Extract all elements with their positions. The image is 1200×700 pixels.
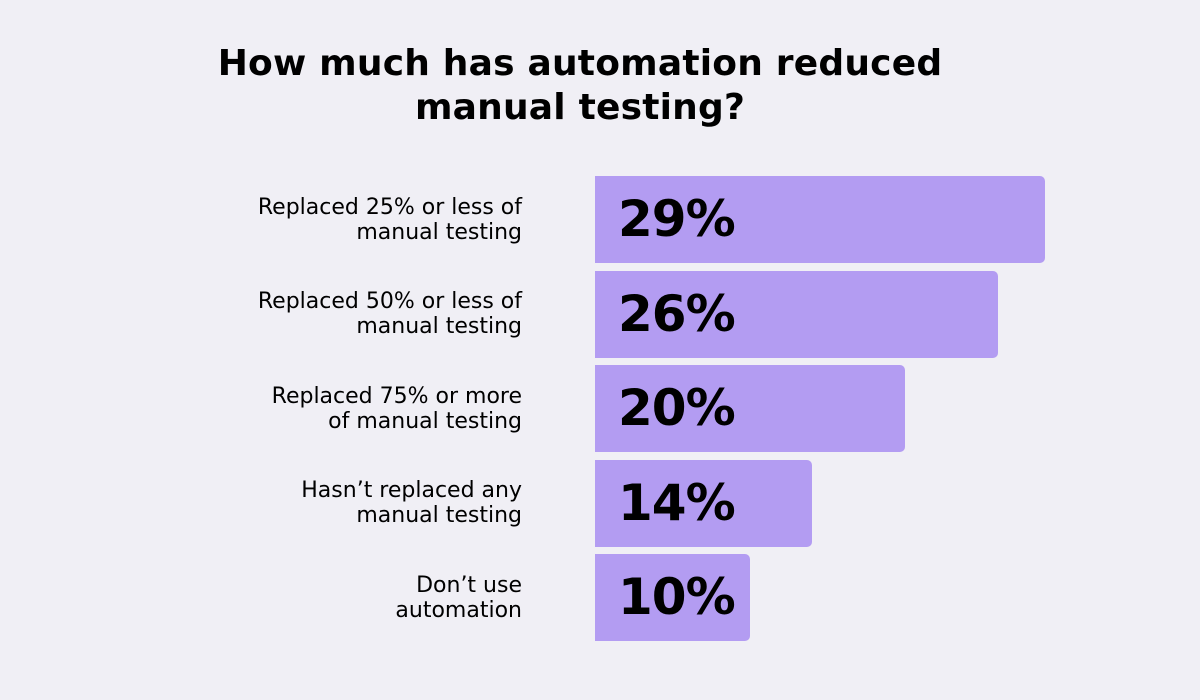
chart-title: How much has automation reduced manual t… bbox=[160, 42, 1000, 130]
bar-value-label: 20% bbox=[618, 379, 736, 437]
bar-value-label: 10% bbox=[618, 568, 736, 626]
bar bbox=[595, 176, 1045, 263]
category-label-line: manual testing bbox=[356, 219, 522, 245]
category-label: Replaced 75% or more of manual testing bbox=[142, 384, 522, 434]
category-label-line: manual testing bbox=[356, 314, 522, 339]
category-label-line: Don’t use bbox=[416, 572, 522, 598]
category-label-line: Replaced 25% or less of bbox=[257, 194, 522, 220]
category-label-line: automation bbox=[395, 597, 522, 623]
category-label-line: Replaced 75% or more bbox=[271, 383, 522, 409]
category-label: Don’t use automation bbox=[142, 573, 522, 623]
category-label: Hasn’t replaced any manual testing bbox=[142, 478, 522, 528]
bar-value-label: 14% bbox=[618, 473, 736, 532]
category-label: Replaced 50% or less of manual testing bbox=[142, 289, 522, 339]
bar bbox=[595, 365, 905, 452]
bar-value-label: 26% bbox=[618, 284, 736, 343]
category-label-line: of manual testing bbox=[328, 408, 522, 434]
bar bbox=[595, 270, 998, 358]
chart-title-line-2: manual testing? bbox=[414, 87, 746, 128]
chart-title-line-1: How much has automation reduced bbox=[217, 43, 943, 84]
category-label-line: Hasn’t replaced any bbox=[301, 478, 522, 503]
category-label: Replaced 25% or less of manual testing bbox=[142, 195, 522, 245]
bar bbox=[595, 554, 750, 641]
category-label-line: Replaced 50% or less of bbox=[257, 289, 522, 314]
bar bbox=[595, 459, 812, 547]
bar-value-label: 29% bbox=[618, 190, 736, 248]
category-label-line: manual testing bbox=[356, 503, 522, 528]
